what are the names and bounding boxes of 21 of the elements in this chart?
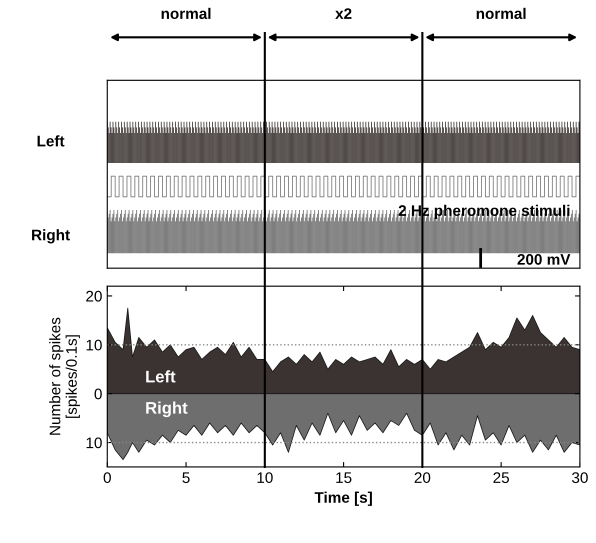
- text: Left: [38, 135, 64, 146]
- x-axis-title: Time [s]: [314, 492, 372, 506]
- x-tick-label: 20: [414, 472, 430, 484]
- text: x2: [335, 8, 352, 19]
- text: 200 mV: [517, 254, 570, 265]
- x-tick-label: 30: [572, 472, 588, 484]
- x-tick-label: 10: [257, 472, 273, 484]
- x-tick-label: 15: [336, 472, 352, 484]
- y-axis-title: Number of spikes [spikes/0.1s]: [49, 318, 80, 435]
- text: Right: [32, 229, 70, 244]
- series-label: Right: [146, 402, 188, 418]
- x-tick-label: 25: [493, 472, 509, 484]
- series-label: Left: [146, 370, 176, 383]
- y-tick-label: 10: [86, 437, 102, 448]
- text: normal: [476, 8, 526, 20]
- x-tick-label: 0: [104, 472, 111, 484]
- x-tick-label: 5: [182, 472, 190, 484]
- y-tick-label: 0: [94, 388, 102, 400]
- y-tick-label: 10: [86, 340, 102, 350]
- text: normal: [162, 8, 210, 20]
- y-tick-label: 20: [86, 290, 102, 302]
